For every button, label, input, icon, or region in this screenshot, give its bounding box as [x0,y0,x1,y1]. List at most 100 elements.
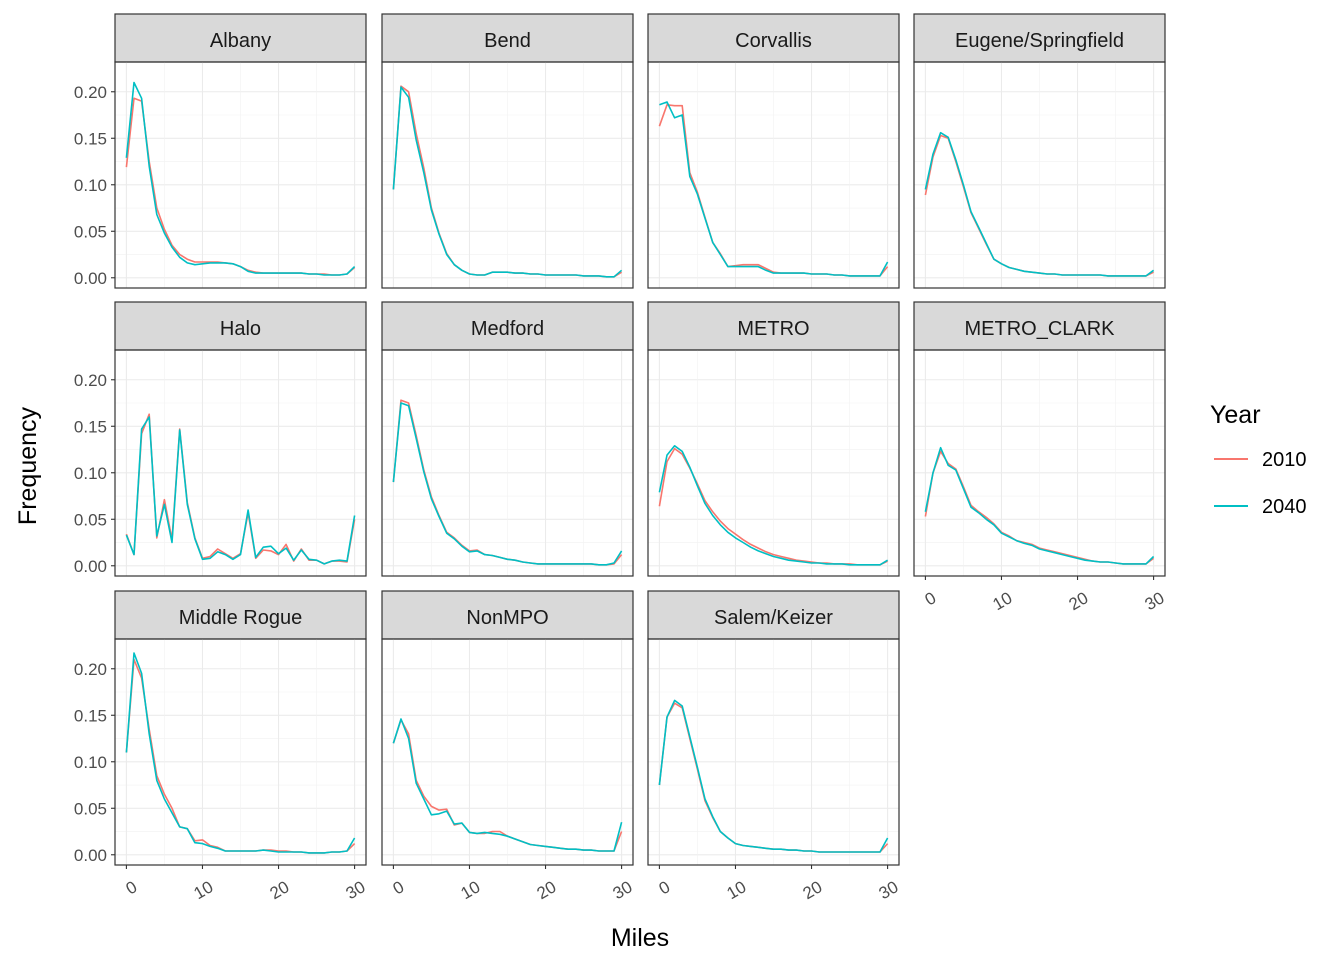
strip-label: Corvallis [735,30,812,52]
strip-background [114,301,367,351]
y-tick-label: 0.15 [74,129,107,148]
panel-border [647,349,900,577]
y-tick-label: 0.00 [74,846,107,865]
strip-label: NonMPO [466,607,548,629]
y-tick-label: 0.05 [74,510,107,529]
x-tick-label: 10 [990,588,1016,614]
y-tick-label: 0.00 [74,557,107,576]
panel-border [114,638,367,866]
panel-corvallis: Corvallis [647,13,900,289]
gridlines [382,62,633,288]
x-tick-label: 0 [656,877,674,898]
strip-label: Salem/Keizer [714,607,833,629]
y-tick-label: 0.05 [74,222,107,241]
panel-border [647,638,900,866]
x-tick-label: 0 [390,877,408,898]
panel-border [647,61,900,289]
series-line-2040 [924,131,1155,277]
x-tick-label: 10 [191,877,217,903]
strip-background [114,590,367,640]
panel-border [381,349,634,577]
panel-border [114,349,367,577]
panel-halo: Halo 0.00 0.05 0.10 0.15 0.20 [74,301,367,577]
strip-background [647,13,900,63]
y-tick-label: 0.15 [74,706,107,725]
series-line-2040 [392,86,623,278]
panel-metro: METRO [647,301,900,577]
strip-label: Middle Rogue [179,607,302,629]
panel-bend: Bend [381,13,634,289]
y-tick-label: 0.10 [74,464,107,483]
panel-metro-clark: METRO_CLARK 0 10 20 30 [913,301,1168,614]
x-tick-label: 30 [343,877,369,903]
panel-medford: Medford [381,301,634,577]
gridlines [115,639,366,865]
strip-label: Bend [484,30,531,52]
series-line-2040 [658,699,889,853]
gridlines [648,350,899,576]
x-tick-label: 30 [610,877,636,903]
strip-label: METRO [737,318,809,340]
strip-background [114,13,367,63]
legend-label-2010: 2010 [1262,449,1307,471]
x-tick-label: 10 [458,877,484,903]
x-tick-label: 20 [800,877,826,903]
panel-border [381,61,634,289]
x-tick-label: 10 [724,877,750,903]
strip-label: Albany [210,30,271,52]
panel-border [381,638,634,866]
series-line-2040 [392,402,623,566]
y-tick-label: 0.15 [74,417,107,436]
strip-label: Eugene/Springfield [955,30,1124,52]
x-tick-label: 30 [1142,588,1168,614]
x-tick-label: 0 [922,588,940,609]
strip-background [913,301,1166,351]
panel-eugene-springfield: Eugene/Springfield [913,13,1166,289]
gridlines [115,350,366,576]
series-line-2040 [125,652,356,854]
gridlines [914,350,1165,576]
strip-background [647,301,900,351]
strip-background [381,13,634,63]
y-tick-label: 0.20 [74,83,107,102]
series-line-2040 [125,81,356,276]
gridlines [382,639,633,865]
x-tick-label: 20 [1066,588,1092,614]
panel-border [114,61,367,289]
strip-label: Halo [220,318,261,340]
x-tick-label: 20 [267,877,293,903]
series-line-2040 [658,445,889,566]
facet-panels: Albany 0.00 0.05 0.10 0.15 0.20 Bend Corvallis E… [74,13,1168,903]
series-line-2040 [924,446,1155,565]
y-tick-label: 0.00 [74,269,107,288]
y-axis-title: Frequency [14,406,42,525]
y-tick-label: 0.10 [74,753,107,772]
series-line-2040 [392,718,623,852]
panel-border [913,349,1166,577]
gridlines [648,62,899,288]
x-tick-label: 0 [123,877,141,898]
legend: Year 2010 2040 [1210,401,1307,518]
y-tick-label: 0.20 [74,660,107,679]
x-tick-label: 30 [876,877,902,903]
panel-border [913,61,1166,289]
panel-salem-keizer: Salem/Keizer 0 10 20 30 [647,590,902,903]
panel-middle-rogue: Middle Rogue 0.00 0.05 0.10 0.15 0.20 0 10 20 30 [74,590,369,903]
strip-background [647,590,900,640]
y-tick-label: 0.20 [74,371,107,390]
strip-label: METRO_CLARK [964,318,1115,340]
strip-label: Medford [471,318,544,340]
gridlines [382,350,633,576]
y-tick-label: 0.05 [74,799,107,818]
panel-albany: Albany 0.00 0.05 0.10 0.15 0.20 [74,13,367,289]
x-tick-label: 20 [534,877,560,903]
panel-nonmpo: NonMPO 0 10 20 30 [381,590,636,903]
x-axis-title: Miles [611,924,669,952]
strip-background [913,13,1166,63]
y-tick-label: 0.10 [74,176,107,195]
gridlines [914,62,1165,288]
legend-label-2040: 2040 [1262,496,1307,518]
series-line-2040 [659,101,889,277]
series-line-2040 [125,416,356,565]
